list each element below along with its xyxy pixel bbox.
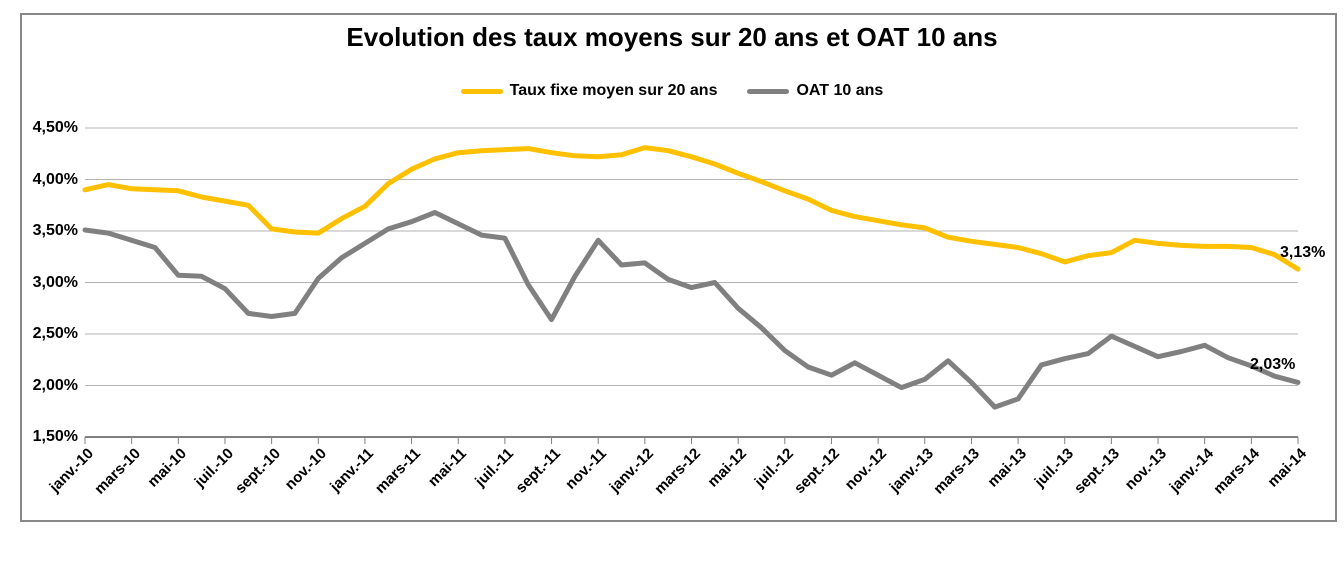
legend: Taux fixe moyen sur 20 ans OAT 10 ans <box>0 81 1344 101</box>
series-line-taux-fixe <box>82 145 1301 272</box>
y-axis-label: 3,50% <box>32 222 78 239</box>
y-axis-label: 3,00% <box>32 273 78 291</box>
line-chart <box>82 127 1301 444</box>
legend-label-oat: OAT 10 ans <box>796 82 884 99</box>
legend-line-swatch-taux-fixe <box>460 88 503 94</box>
legend-line-swatch-oat <box>747 88 790 94</box>
data-label-oat-end: 2,03% <box>1250 356 1296 373</box>
legend-label-taux-fixe: Taux fixe moyen sur 20 ans <box>509 82 718 99</box>
y-axis-label: 2,00% <box>32 376 78 394</box>
y-axis-label: 1,50% <box>32 428 78 445</box>
data-label-taux-fixe-end: 3,13% <box>1280 244 1326 261</box>
chart-title: Evolution des taux moyens sur 20 ans et … <box>346 22 998 52</box>
legend-item-taux-fixe: Taux fixe moyen sur 20 ans <box>460 82 718 100</box>
y-axis-label: 2,50% <box>32 325 78 342</box>
y-axis-label: 4,50% <box>32 119 78 136</box>
y-axis-label: 4,00% <box>32 170 78 188</box>
series-line-oat <box>82 210 1301 410</box>
legend-item-oat: OAT 10 ans <box>747 82 883 100</box>
